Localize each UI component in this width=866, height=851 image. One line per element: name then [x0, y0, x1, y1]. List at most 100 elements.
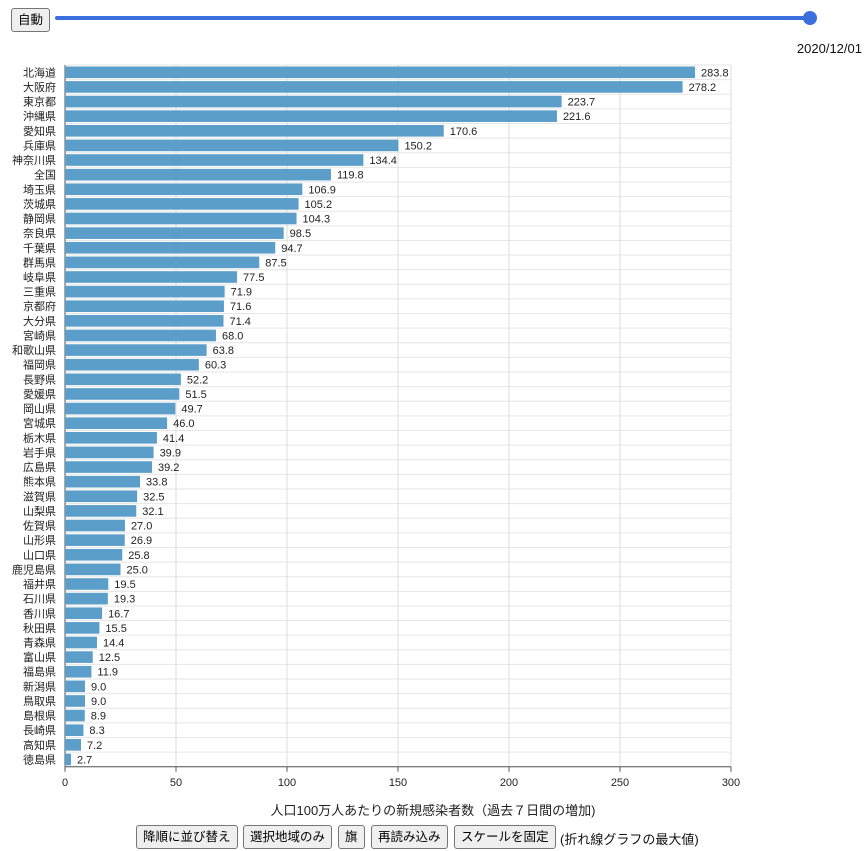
date-slider[interactable]	[55, 9, 817, 27]
value-label: 49.7	[181, 404, 202, 416]
category-label: 滋賀県	[23, 490, 56, 503]
category-label: 岩手県	[23, 445, 56, 459]
bar	[65, 461, 153, 473]
x-tick-label: 200	[500, 777, 518, 789]
bar	[65, 651, 93, 663]
value-label: 223.7	[568, 97, 596, 109]
value-label: 9.0	[91, 696, 106, 708]
slider-track[interactable]	[55, 16, 811, 20]
value-label: 119.8	[337, 170, 364, 182]
bar	[65, 315, 224, 327]
bar	[65, 388, 180, 400]
category-label: 奈良県	[23, 226, 56, 240]
value-label: 77.5	[243, 272, 264, 284]
auto-play-button[interactable]: 自動	[11, 8, 50, 32]
bar	[65, 139, 399, 152]
value-label: 221.6	[563, 111, 591, 123]
bar	[65, 329, 216, 342]
bar	[65, 81, 683, 93]
category-label: 山形県	[23, 534, 56, 547]
category-label: 三重県	[23, 285, 56, 299]
bar	[65, 739, 81, 751]
value-label: 7.2	[87, 740, 102, 752]
bar	[65, 256, 260, 269]
value-label: 283.8	[701, 67, 729, 79]
category-label: 栃木県	[23, 431, 56, 445]
bar	[65, 432, 157, 444]
value-label: 106.9	[308, 184, 336, 196]
category-label: 埼玉県	[23, 182, 56, 196]
bar	[65, 198, 299, 210]
value-label: 27.0	[131, 521, 152, 533]
sort-descending-button[interactable]: 降順に並び替え	[136, 825, 238, 849]
x-tick-label: 50	[170, 777, 182, 789]
category-label: 岡山県	[23, 403, 56, 416]
bar	[65, 344, 207, 356]
x-tick-label: 0	[62, 777, 68, 789]
category-label: 群馬県	[23, 255, 56, 269]
value-label: 63.8	[213, 345, 234, 357]
bar	[65, 212, 297, 225]
bar	[65, 680, 85, 693]
category-label: 熊本県	[23, 475, 56, 489]
selected-regions-only-button[interactable]: 選択地域のみ	[243, 825, 333, 849]
slider-thumb[interactable]	[803, 11, 817, 25]
category-label: 沖縄県	[23, 109, 56, 123]
bar	[65, 168, 331, 181]
category-label: 兵庫県	[23, 138, 56, 152]
bar	[65, 695, 85, 707]
value-label: 134.4	[369, 155, 397, 167]
flag-button[interactable]: 旗	[338, 825, 365, 849]
value-label: 41.4	[163, 433, 184, 445]
reload-button[interactable]: 再読み込み	[371, 825, 448, 849]
bar	[65, 534, 125, 546]
bar	[65, 519, 125, 532]
category-label: 和歌山県	[12, 343, 56, 357]
category-label: 富山県	[23, 650, 56, 664]
bar	[65, 402, 176, 415]
bar	[65, 446, 154, 459]
category-label: 全国	[34, 168, 56, 182]
value-label: 104.3	[303, 214, 331, 226]
category-label: 福岡県	[23, 358, 56, 372]
bar	[65, 154, 364, 166]
category-label: 秋田県	[23, 621, 56, 635]
value-label: 16.7	[108, 608, 129, 620]
value-label: 19.5	[114, 579, 135, 591]
category-label: 宮崎県	[23, 328, 56, 342]
bar	[65, 724, 84, 737]
fix-scale-button[interactable]: スケールを固定	[454, 825, 556, 849]
current-date-label: 2020/12/01	[796, 41, 862, 56]
category-label: 神奈川県	[12, 153, 56, 167]
bar	[65, 753, 71, 766]
category-label: 長崎県	[23, 723, 56, 737]
value-label: 71.4	[230, 316, 251, 328]
bar	[65, 183, 303, 196]
category-label: 京都府	[23, 299, 56, 313]
category-label: 香川県	[23, 607, 56, 620]
value-label: 33.8	[146, 477, 167, 489]
value-label: 278.2	[689, 82, 717, 94]
bar	[65, 95, 562, 108]
value-label: 25.0	[127, 564, 148, 576]
value-label: 150.2	[404, 140, 432, 152]
value-label: 39.9	[160, 447, 181, 459]
value-label: 15.5	[105, 623, 126, 635]
category-label: 広島県	[23, 460, 56, 474]
bar	[65, 227, 284, 239]
value-label: 98.5	[290, 228, 311, 240]
value-label: 51.5	[185, 389, 206, 401]
value-label: 71.6	[230, 301, 251, 313]
category-label: 愛媛県	[23, 387, 56, 401]
value-label: 46.0	[173, 418, 194, 430]
bar	[65, 475, 141, 488]
value-label: 12.5	[99, 652, 120, 664]
category-label: 北海道	[23, 65, 56, 79]
category-label: 福井県	[23, 577, 56, 591]
bar	[65, 578, 109, 590]
category-label: 長野県	[23, 373, 56, 386]
value-label: 87.5	[265, 257, 286, 269]
value-label: 8.9	[91, 711, 106, 723]
value-label: 170.6	[450, 126, 478, 138]
bar	[65, 241, 276, 254]
